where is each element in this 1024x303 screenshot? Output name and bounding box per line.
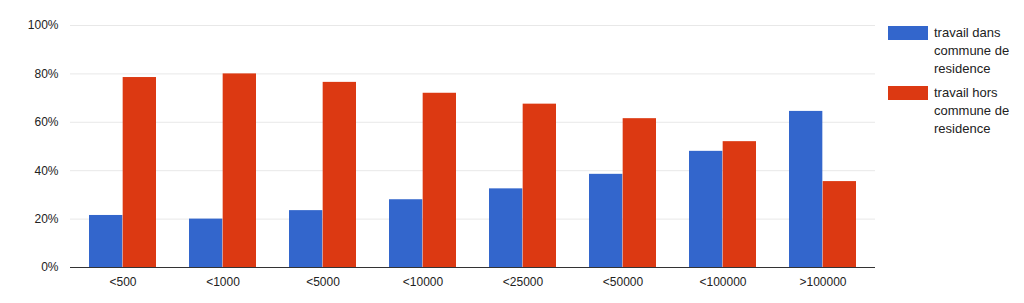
svg-text:0%: 0% (41, 260, 59, 274)
svg-text:<500: <500 (109, 275, 136, 289)
svg-text:<100000: <100000 (699, 275, 746, 289)
svg-text:<50000: <50000 (603, 275, 644, 289)
svg-text:100%: 100% (28, 18, 59, 32)
svg-text:>100000: >100000 (799, 275, 846, 289)
html-text:travail dans commune de reside: travail dans commune de residence (934, 25, 1010, 76)
svg-text:60%: 60% (34, 115, 58, 129)
svg-text:<25000: <25000 (503, 275, 544, 289)
svg-text:<1000: <1000 (206, 275, 240, 289)
html-text:travail hors commune de reside: travail hors commune de residence (934, 85, 1010, 136)
svg-text:80%: 80% (34, 67, 58, 81)
svg-text:<5000: <5000 (306, 275, 340, 289)
svg-text:20%: 20% (34, 212, 58, 226)
svg-text:<10000: <10000 (403, 275, 444, 289)
svg-text:40%: 40% (34, 164, 58, 178)
